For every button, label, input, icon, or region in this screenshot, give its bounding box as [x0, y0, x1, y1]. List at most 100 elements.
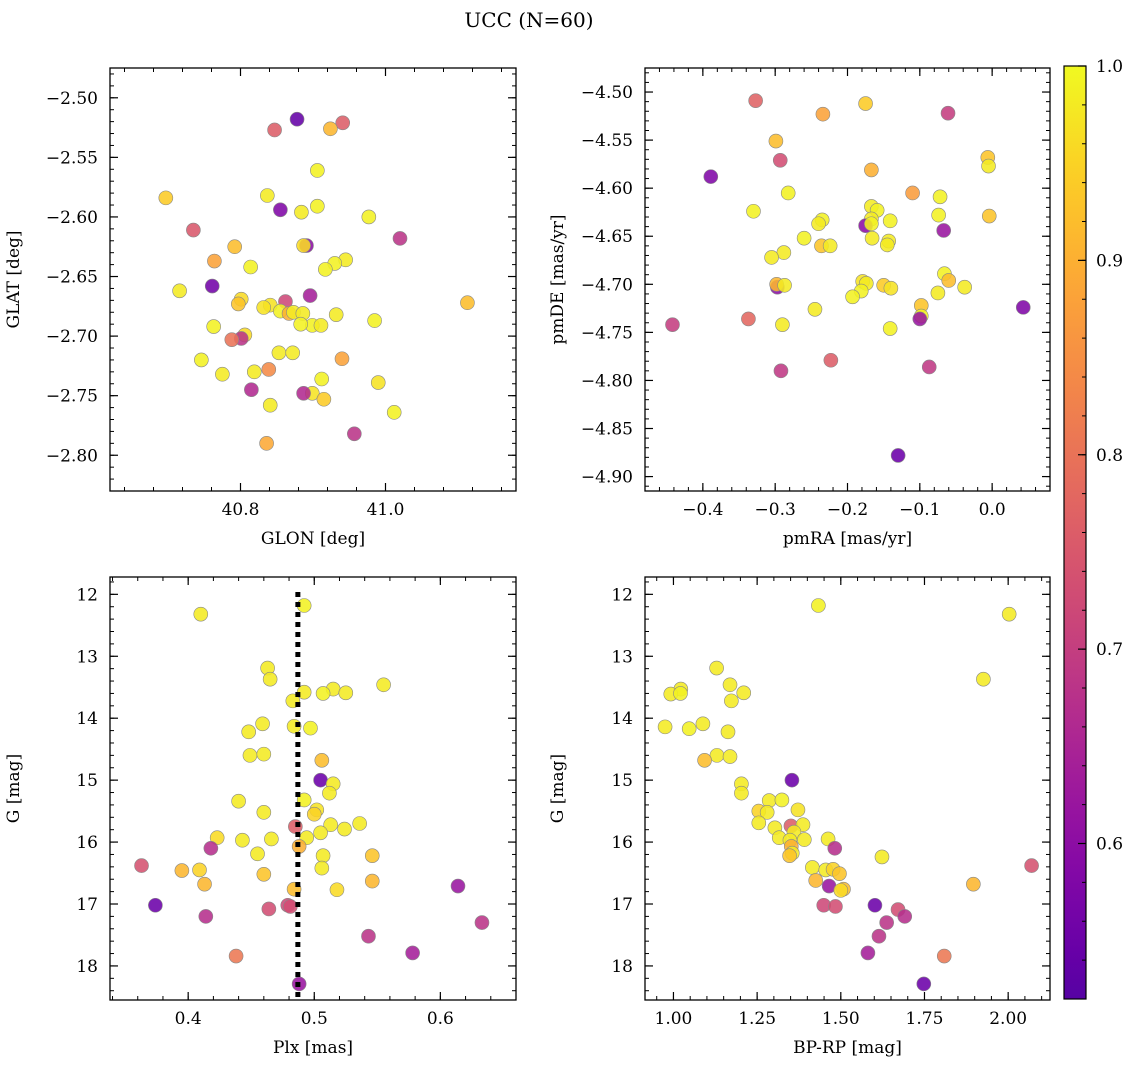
- scatter-point: [864, 230, 880, 246]
- scatter-point: [768, 133, 784, 149]
- colorbar-tick-label: 0.6: [1096, 835, 1123, 855]
- y-tick-label: 12: [611, 585, 633, 605]
- scatter-point: [224, 332, 240, 347]
- scatter-point: [256, 300, 272, 315]
- scatter-point: [296, 792, 312, 808]
- scatter-point: [858, 96, 873, 111]
- scatter-point: [460, 295, 475, 311]
- scatter-point: [807, 302, 823, 317]
- scatter-point: [194, 352, 209, 368]
- scatter-point: [313, 825, 328, 841]
- x-tick-label: 0.4: [175, 1009, 202, 1029]
- panel-pmra-pmde: −0.4 −0.3 −0.2 −0.1 0.0 −4.50 −4.55 −4.60 −4.65 −…: [548, 67, 1051, 549]
- scatter-point: [262, 671, 278, 687]
- scatter-point: [936, 223, 951, 238]
- scatter-point: [657, 719, 673, 735]
- scatter-point: [709, 748, 725, 763]
- scatter-point: [921, 359, 937, 375]
- scatter-point: [267, 122, 282, 138]
- scatter-point: [695, 716, 711, 732]
- scatter-point: [338, 685, 354, 701]
- scatter-point: [235, 832, 250, 848]
- colorbar-tick-label: 0.8: [1096, 446, 1123, 466]
- scatter-points: [158, 111, 475, 451]
- scatter-point: [879, 237, 895, 253]
- scatter-point: [242, 748, 258, 763]
- scatter-point: [815, 106, 831, 122]
- y-tick-label: −2.60: [46, 208, 98, 228]
- y-axis-label: G [mag]: [548, 754, 568, 823]
- scatter-point: [916, 976, 932, 992]
- figure-title: UCC (N=60): [464, 8, 593, 32]
- scatter-point: [148, 897, 163, 913]
- scatter-point: [780, 185, 796, 201]
- y-tick-label: 17: [611, 895, 633, 915]
- scatter-point: [186, 222, 201, 238]
- scatter-point: [823, 352, 839, 368]
- scatter-point: [337, 821, 352, 837]
- x-tick-label: −0.1: [899, 500, 940, 520]
- scatter-point: [681, 721, 697, 737]
- scatter-point: [883, 280, 899, 296]
- scatter-point: [197, 876, 212, 892]
- scatter-point: [392, 231, 408, 246]
- scatter-point: [313, 772, 328, 788]
- y-tick-label: 13: [76, 647, 98, 667]
- scatter-point: [228, 948, 244, 964]
- y-tick-label: −4.65: [581, 227, 633, 247]
- scatter-point: [241, 724, 256, 740]
- x-axis-label: GLON [deg]: [261, 529, 365, 549]
- scatter-point: [759, 805, 775, 820]
- y-tick-label: −4.85: [581, 420, 633, 440]
- y-tick-label: −2.70: [46, 327, 98, 347]
- scatter-point: [264, 831, 279, 847]
- y-tick-label: −2.50: [46, 89, 98, 109]
- scatter-point: [314, 371, 330, 387]
- scatter-point: [957, 279, 972, 295]
- scatter-point: [370, 375, 386, 390]
- scatter-point: [261, 362, 277, 377]
- scatter-point: [890, 448, 906, 463]
- x-tick-label: 2.00: [989, 1009, 1027, 1029]
- plot-frame: [644, 67, 1051, 492]
- scatter-point: [193, 606, 209, 622]
- scatter-point: [808, 873, 824, 888]
- scatter-points: [134, 598, 490, 992]
- scatter-point: [405, 945, 420, 961]
- x-tick-label: 1.50: [822, 1009, 860, 1029]
- scatter-point: [316, 391, 332, 407]
- scatter-point: [361, 209, 377, 225]
- scatter-point: [474, 915, 490, 930]
- scatter-point: [376, 677, 391, 693]
- scatter-point: [748, 93, 763, 108]
- x-axis-label: Plx [mas]: [273, 1038, 353, 1058]
- y-tick-label: −4.50: [581, 83, 633, 103]
- scatter-point: [811, 216, 826, 232]
- scatter-point: [936, 948, 952, 964]
- y-axis-label: GLAT [deg]: [4, 230, 24, 328]
- scatter-point: [775, 317, 790, 332]
- scatter-point: [314, 753, 330, 768]
- scatter-point: [774, 792, 790, 808]
- scatter-point: [262, 397, 278, 413]
- scatter-point: [976, 671, 991, 687]
- scatter-point: [246, 364, 262, 380]
- scatter-point: [736, 685, 752, 701]
- scatter-point: [776, 245, 792, 260]
- x-axis-label: BP-RP [mag]: [793, 1038, 902, 1058]
- scatter-point: [334, 351, 350, 367]
- scatter-point: [310, 163, 325, 178]
- y-tick-label: 16: [76, 833, 98, 853]
- y-axis-label: G [mag]: [4, 754, 24, 823]
- scatter-point: [832, 866, 847, 881]
- scatter-point: [1015, 300, 1031, 315]
- plot-frame: [109, 67, 517, 492]
- y-tick-label: −2.80: [46, 446, 98, 466]
- y-tick-label: −4.60: [581, 179, 633, 199]
- scatter-point: [386, 405, 402, 420]
- scatter-point: [260, 188, 275, 203]
- scatter-point: [285, 345, 301, 361]
- scatter-point: [314, 860, 330, 876]
- scatter-point: [827, 840, 843, 856]
- scatter-point: [256, 866, 272, 882]
